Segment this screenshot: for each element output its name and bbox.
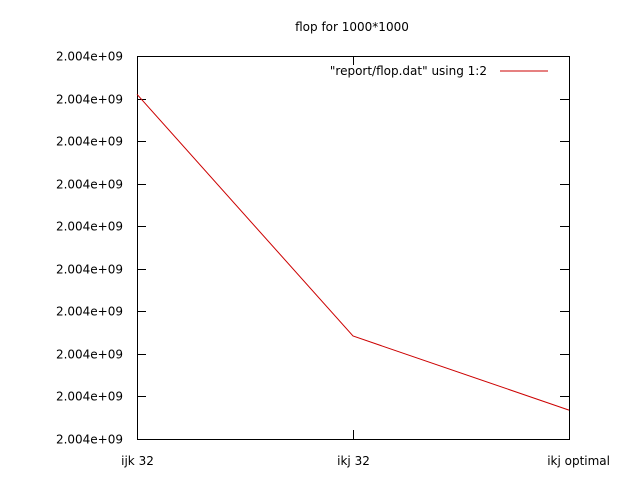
series-line (136, 93, 570, 411)
chart-title: flop for 1000*1000 (295, 20, 409, 34)
plot-frame (137, 56, 570, 440)
x-tick-label: ikj 32 (337, 454, 370, 468)
y-tick-label: 2.004e+09 (56, 433, 123, 447)
y-tick-label: 2.004e+09 (56, 263, 123, 277)
y-tick-label: 2.004e+09 (56, 178, 123, 192)
series-layer (136, 93, 570, 411)
y-axis: 2.004e+09 2.004e+09 2.004e+09 2.004e+09 2.00… (56, 50, 569, 447)
y-tick-label: 2.004e+09 (56, 50, 123, 64)
legend: "report/flop.dat" using 1:2 (330, 64, 548, 78)
y-tick-label: 2.004e+09 (56, 390, 123, 404)
x-tick-label: ijk 32 (121, 454, 154, 468)
y-tick-label: 2.004e+09 (56, 93, 123, 107)
y-tick-label: 2.004e+09 (56, 348, 123, 362)
legend-label: "report/flop.dat" using 1:2 (330, 64, 487, 78)
y-tick-label: 2.004e+09 (56, 220, 123, 234)
x-axis: ijk 32 ikj 32 ikj optimal (121, 56, 610, 468)
y-tick-label: 2.004e+09 (56, 305, 123, 319)
y-tick-label: 2.004e+09 (56, 135, 123, 149)
x-tick-label: ikj optimal (547, 454, 610, 468)
